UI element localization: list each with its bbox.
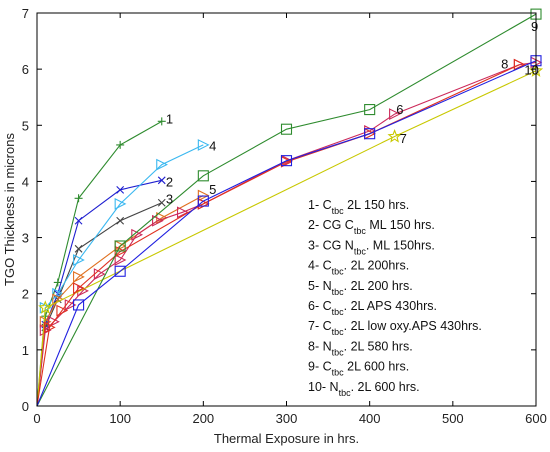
series-number-label: 4 xyxy=(209,139,216,154)
series-number-label: 10 xyxy=(524,62,538,77)
series-number-label: 7 xyxy=(400,131,407,146)
y-tick-label: 7 xyxy=(22,6,29,21)
series-number-label: 2 xyxy=(166,175,173,190)
x-tick-label: 400 xyxy=(359,411,381,426)
series-number-label: 5 xyxy=(209,182,216,197)
series-number-label: 1 xyxy=(166,112,173,127)
x-tick-label: 0 xyxy=(33,411,40,426)
y-tick-label: 1 xyxy=(22,343,29,358)
y-tick-label: 6 xyxy=(22,62,29,77)
y-tick-label: 0 xyxy=(22,399,29,414)
x-tick-label: 300 xyxy=(276,411,298,426)
x-tick-label: 500 xyxy=(442,411,464,426)
x-tick-label: 100 xyxy=(109,411,131,426)
x-tick-label: 600 xyxy=(525,411,547,426)
y-tick-label: 3 xyxy=(22,231,29,246)
x-tick-label: 200 xyxy=(192,411,214,426)
series-number-label: 3 xyxy=(166,191,173,206)
y-tick-label: 5 xyxy=(22,118,29,133)
x-axis-label: Thermal Exposure in hrs. xyxy=(214,431,359,446)
series-number-label: 8 xyxy=(501,57,508,72)
y-tick-label: 2 xyxy=(22,287,29,302)
series-number-label: 6 xyxy=(396,102,403,117)
y-tick-label: 4 xyxy=(22,174,29,189)
y-axis-label: TGO Thickness in microns xyxy=(2,133,17,286)
series-number-label: 9 xyxy=(531,19,538,34)
